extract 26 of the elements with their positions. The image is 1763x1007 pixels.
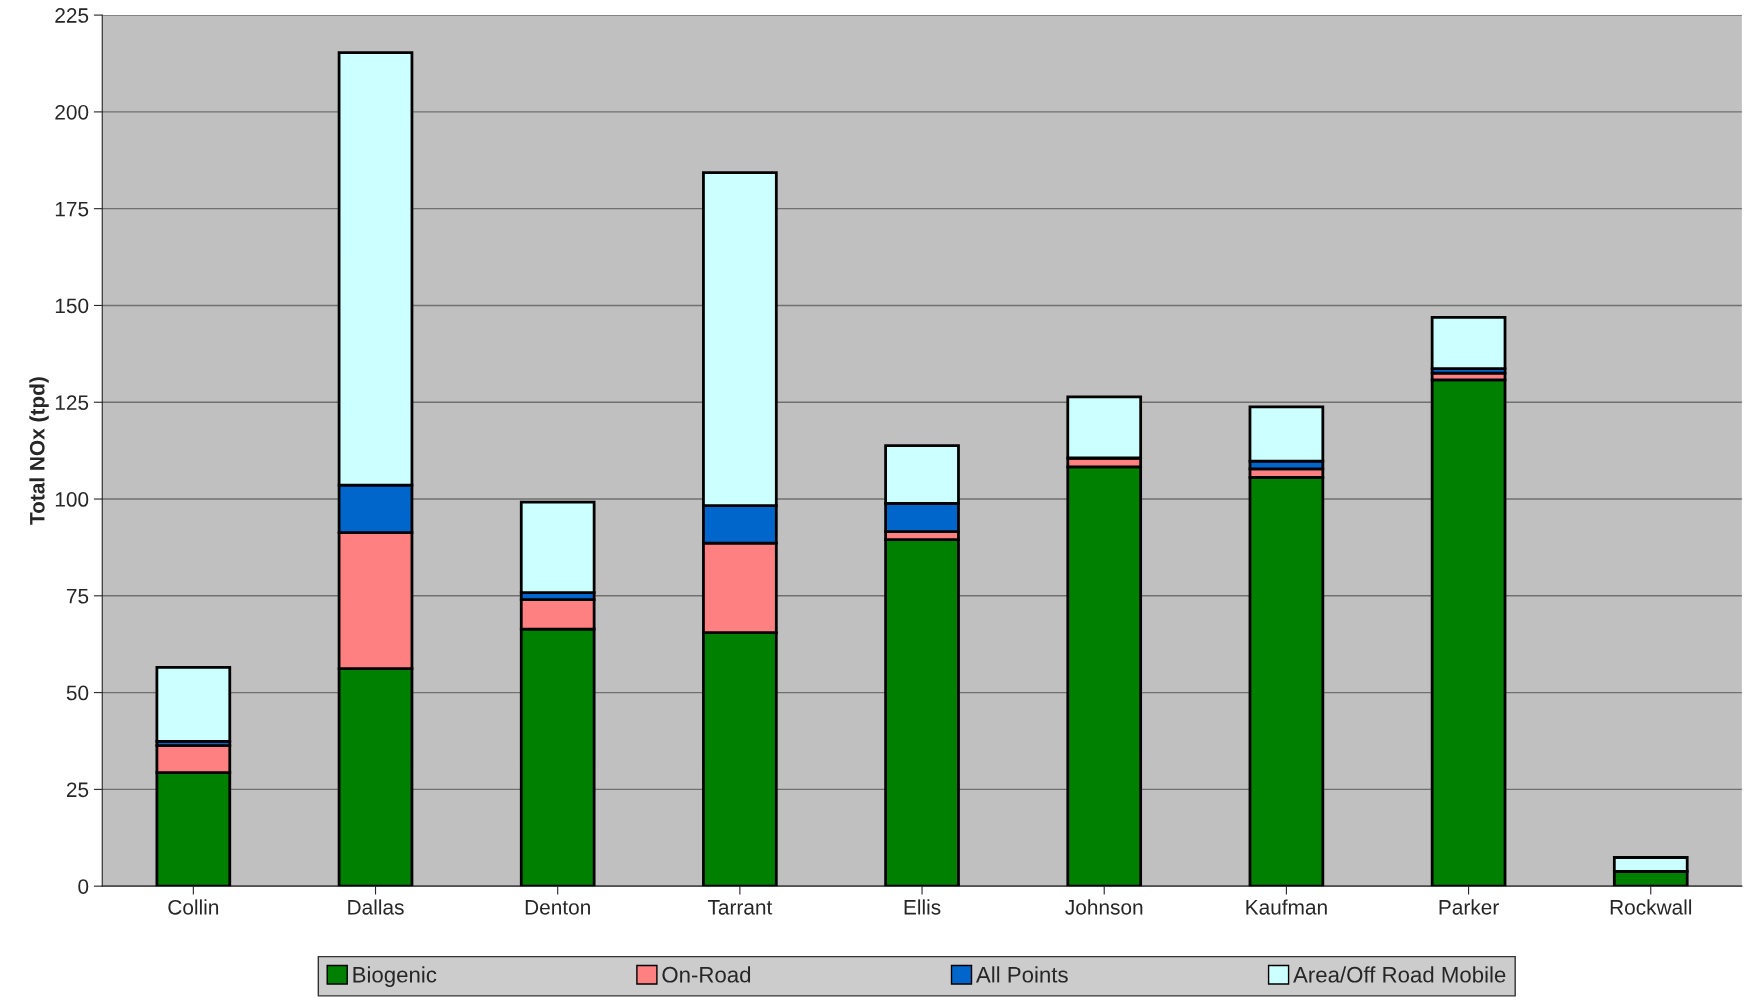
y-tick-label: 125: [55, 395, 89, 410]
y-tick-label: 175: [55, 201, 89, 217]
x-tick-label: Tarrant: [707, 900, 773, 915]
x-tick-label: Dallas: [348, 899, 404, 915]
legend-label: Biogenic: [353, 966, 437, 987]
x-tick-label: Johnson: [1065, 899, 1143, 915]
y-tick-label: 50: [66, 685, 89, 701]
x-tick-label: Parker: [1439, 899, 1499, 915]
y-tick-label: 100: [55, 492, 89, 507]
legend-label: Area/Off Road Mobile: [1293, 966, 1506, 983]
y-tick-label: 150: [55, 298, 89, 314]
y-tick-label: 75: [66, 589, 89, 604]
x-tick-label: Ellis: [904, 899, 941, 915]
y-tick-label: 25: [66, 782, 89, 798]
x-tick-label: Collin: [168, 899, 219, 915]
legend-label: On-Road: [662, 966, 751, 983]
y-tick-label: 0: [78, 879, 89, 894]
x-tick-label: Denton: [525, 900, 590, 915]
x-tick-label: Rockwall: [1610, 899, 1692, 915]
y-tick-label: 200: [55, 104, 89, 120]
bar: [155, 666, 232, 743]
y-tick-label: 225: [55, 8, 89, 23]
legend-label: All Points: [975, 966, 1068, 983]
bar: [1430, 378, 1507, 887]
y-axis-title: Total NOx (tpd): [29, 377, 49, 525]
x-tick-label: Kaufman: [1246, 899, 1327, 915]
